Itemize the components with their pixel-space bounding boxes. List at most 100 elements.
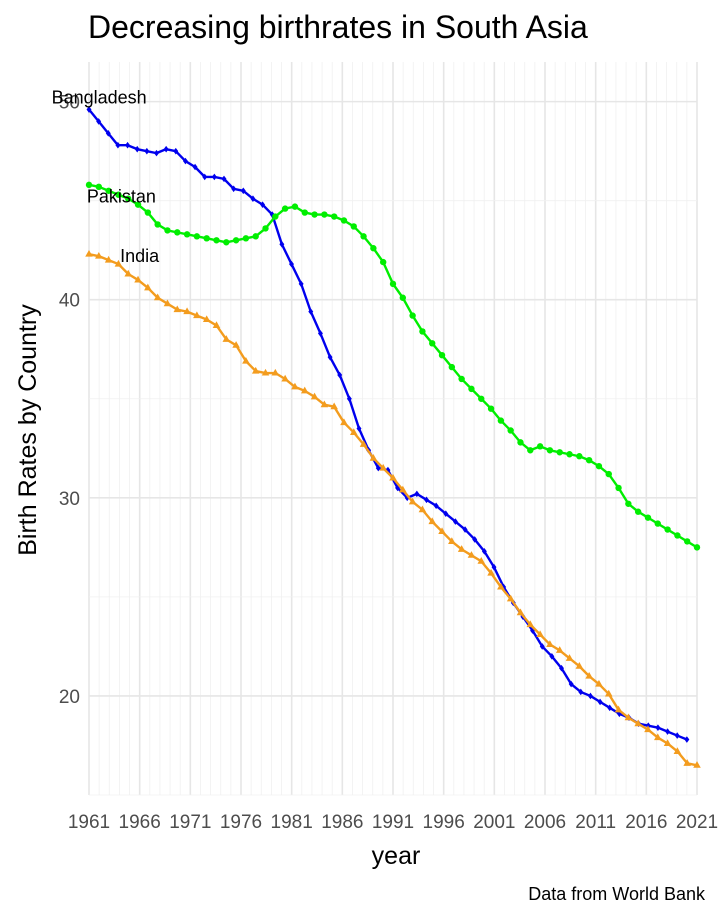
data-point xyxy=(95,183,103,191)
data-point xyxy=(321,211,328,218)
data-point xyxy=(232,237,240,244)
data-point xyxy=(536,630,544,638)
data-point xyxy=(144,147,150,155)
data-point xyxy=(300,386,309,394)
data-point xyxy=(428,517,437,525)
data-point xyxy=(279,240,285,248)
data-point xyxy=(346,395,352,403)
data-point xyxy=(575,662,584,669)
data-point xyxy=(330,213,338,220)
x-tick-label: 1986 xyxy=(321,812,363,833)
annotation-label: Bangladesh xyxy=(52,88,147,108)
data-point xyxy=(154,149,159,157)
data-point xyxy=(105,187,112,194)
data-point xyxy=(497,417,505,424)
series-india xyxy=(85,249,701,768)
data-point xyxy=(433,502,439,510)
data-point xyxy=(350,223,357,230)
data-point xyxy=(212,321,221,328)
data-point xyxy=(497,582,505,590)
y-tick-label: 20 xyxy=(59,687,80,708)
x-tick-label: 2016 xyxy=(625,812,667,833)
data-point xyxy=(192,163,198,171)
data-point xyxy=(379,463,387,471)
data-point xyxy=(568,680,574,688)
data-point xyxy=(250,195,256,202)
data-point xyxy=(105,130,111,137)
data-point xyxy=(260,201,266,208)
data-point xyxy=(251,366,260,374)
data-point xyxy=(597,698,603,706)
data-point xyxy=(124,269,133,277)
data-point xyxy=(153,293,162,301)
data-point xyxy=(527,447,534,454)
data-point xyxy=(291,203,299,210)
data-point xyxy=(526,620,535,628)
data-point xyxy=(517,439,524,446)
data-point xyxy=(556,449,563,456)
data-point xyxy=(607,704,613,712)
data-point xyxy=(375,464,381,472)
data-point xyxy=(271,368,280,376)
x-tick-labels: 1961 1966 1971 1976 1981 1986 1991 1996 2001 2006… xyxy=(68,812,718,833)
data-point xyxy=(163,145,169,153)
data-point xyxy=(144,283,152,291)
data-point xyxy=(424,496,429,504)
data-point xyxy=(261,368,270,376)
data-point xyxy=(546,447,554,454)
data-point xyxy=(298,280,304,288)
data-point xyxy=(693,761,701,768)
data-point xyxy=(487,568,495,576)
data-point xyxy=(516,608,525,616)
data-point xyxy=(664,526,671,533)
data-point xyxy=(144,209,152,216)
x-tick-label: 1966 xyxy=(119,812,161,833)
data-point xyxy=(281,205,289,212)
data-point xyxy=(605,470,612,478)
data-point xyxy=(468,385,475,393)
data-point xyxy=(134,201,142,208)
data-point xyxy=(301,209,308,216)
data-point xyxy=(673,747,682,754)
data-point xyxy=(289,260,294,268)
data-point xyxy=(369,454,378,461)
data-point xyxy=(491,563,497,571)
data-point xyxy=(164,227,171,234)
data-point xyxy=(311,211,318,218)
data-point xyxy=(549,653,555,660)
data-point xyxy=(134,275,142,283)
data-point xyxy=(221,175,227,183)
data-point xyxy=(193,233,201,240)
data-point xyxy=(359,440,368,447)
x-tick-label: 1996 xyxy=(423,812,465,833)
data-point xyxy=(595,679,603,687)
data-point xyxy=(115,191,122,198)
data-point xyxy=(308,308,314,315)
data-point xyxy=(240,187,246,195)
data-point xyxy=(452,518,458,525)
data-point xyxy=(595,462,603,470)
series-layer xyxy=(85,106,701,768)
data-point xyxy=(418,505,427,513)
data-point xyxy=(211,173,217,181)
data-point xyxy=(457,545,466,552)
data-point xyxy=(231,185,237,193)
data-point xyxy=(104,255,113,263)
y-tick-labels: 20 30 40 50 xyxy=(59,93,80,708)
data-point xyxy=(429,340,436,347)
x-tick-label: 2001 xyxy=(473,812,515,833)
y-axis-title: Birth Rates by Country xyxy=(14,304,42,556)
data-point xyxy=(654,520,661,527)
annotation-label: India xyxy=(120,246,160,266)
data-point xyxy=(252,233,259,240)
data-point xyxy=(389,280,397,288)
data-point xyxy=(487,405,495,412)
data-point xyxy=(291,382,299,390)
data-point xyxy=(125,141,131,149)
data-point xyxy=(507,427,514,434)
data-point xyxy=(340,217,348,224)
chart-caption: Data from World Bank xyxy=(528,884,706,904)
y-tick-label: 30 xyxy=(59,489,80,510)
data-point xyxy=(340,418,348,426)
data-point xyxy=(663,739,672,747)
